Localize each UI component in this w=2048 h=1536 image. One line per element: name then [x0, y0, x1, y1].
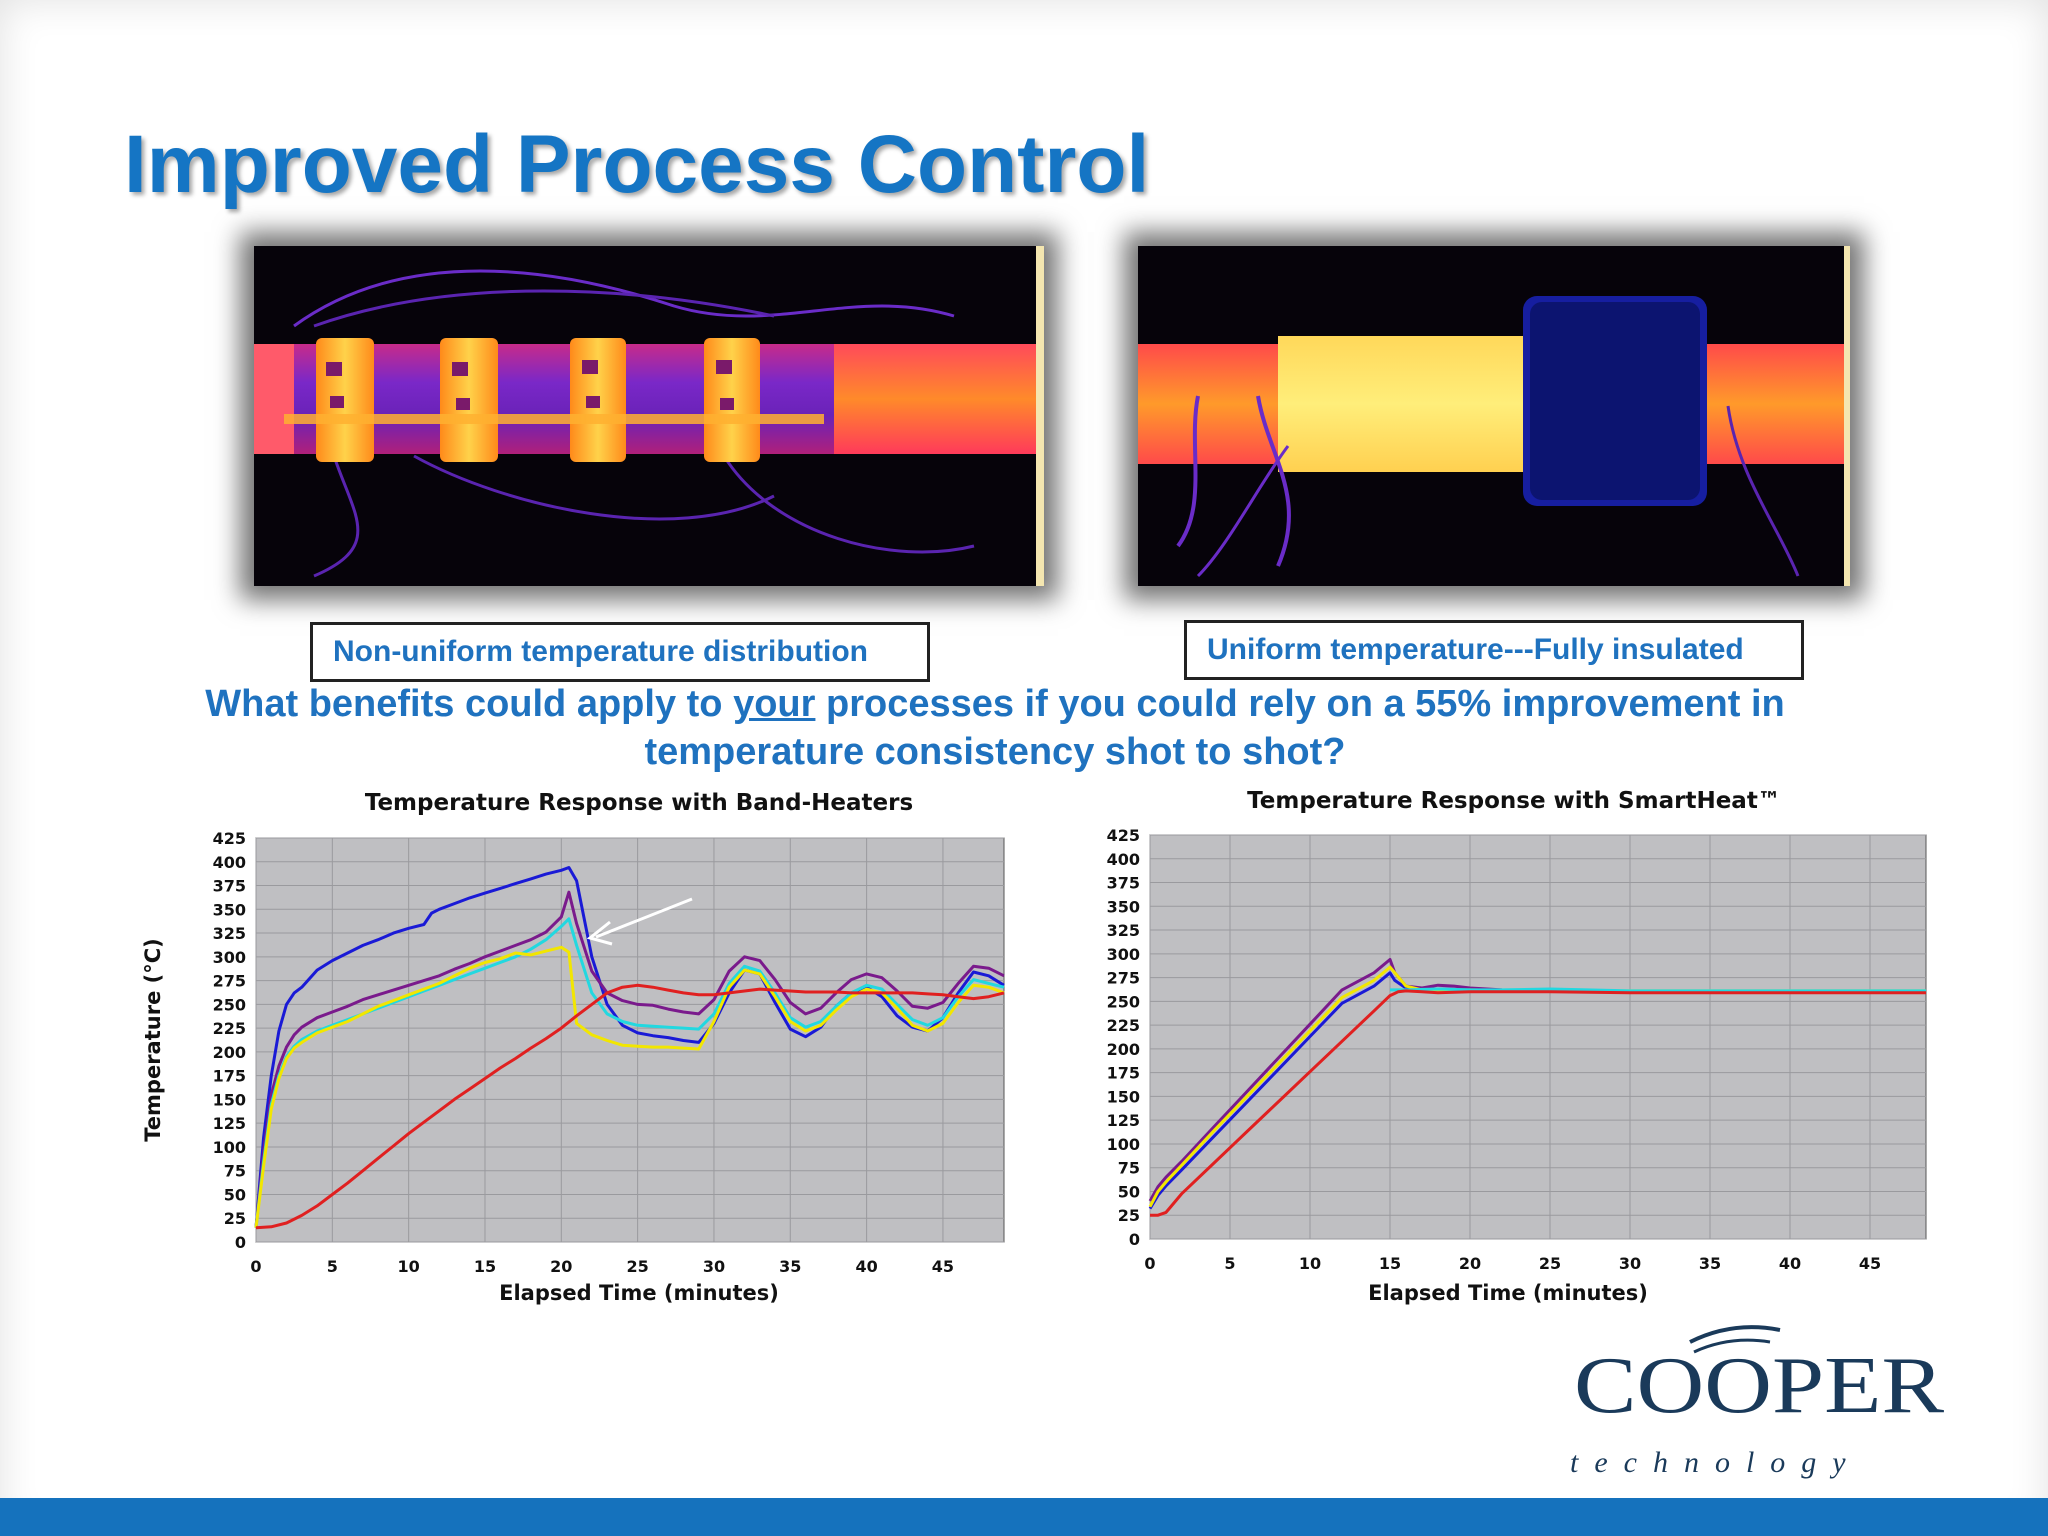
footer-bar [0, 1498, 2048, 1536]
benefit-question: What benefits could apply to your proces… [130, 680, 1860, 776]
x-tick-label: 10 [1299, 1254, 1321, 1273]
axis-ticks: 0 5 10 15 20 25 30 35 40 45 0 25 50 75 100 125 150 175 200… [1107, 826, 1882, 1273]
y-tick-label: 375 [1107, 874, 1140, 893]
y-tick-label: 25 [224, 1209, 246, 1228]
y-tick-label: 200 [1107, 1040, 1140, 1059]
slide-title: Improved Process Control [124, 119, 1150, 210]
x-tick-label: 40 [855, 1257, 877, 1276]
y-tick-label: 75 [1118, 1159, 1140, 1178]
x-axis-label: Elapsed Time (minutes) [1368, 1281, 1648, 1305]
y-tick-label: 250 [213, 995, 246, 1014]
y-tick-label: 425 [1107, 826, 1140, 845]
y-tick-label: 100 [213, 1138, 246, 1157]
series-line-5 [1150, 989, 1926, 1217]
y-tick-label: 50 [224, 1185, 246, 1204]
x-tick-label: 25 [626, 1257, 648, 1276]
y-tick-label: 75 [224, 1162, 246, 1181]
x-axis-label: Elapsed Time (minutes) [499, 1281, 779, 1305]
x-tick-label: 40 [1779, 1254, 1801, 1273]
caption-uniform: Uniform temperature---Fully insulated [1184, 620, 1804, 680]
y-tick-label: 125 [213, 1114, 246, 1133]
x-tick-label: 0 [250, 1257, 261, 1276]
x-tick-label: 20 [1459, 1254, 1481, 1273]
series-line-4 [254, 945, 1005, 1228]
y-tick-label: 0 [1129, 1230, 1140, 1249]
y-axis-label: Temperature (°C) [141, 938, 165, 1141]
question-part2: processes if you could rely on a 55% imp… [644, 683, 1785, 773]
y-tick-label: 175 [213, 1067, 246, 1086]
caption-uniform-text: Uniform temperature---Fully insulated [1207, 633, 1744, 666]
x-tick-label: 30 [703, 1257, 725, 1276]
grid-lines [1149, 834, 1926, 1240]
y-tick-label: 375 [213, 877, 246, 896]
x-tick-label: 30 [1619, 1254, 1641, 1273]
y-tick-label: 425 [213, 829, 246, 848]
y-tick-label: 400 [213, 853, 246, 872]
x-tick-label: 5 [1224, 1254, 1235, 1273]
y-tick-label: 275 [213, 972, 246, 991]
thermal-image-smartheat [1138, 246, 1850, 586]
y-tick-label: 275 [1107, 969, 1140, 988]
x-tick-label: 35 [1699, 1254, 1721, 1273]
y-tick-label: 325 [213, 924, 246, 943]
x-tick-label: 15 [1379, 1254, 1401, 1273]
y-tick-label: 0 [235, 1233, 246, 1252]
y-tick-label: 50 [1118, 1182, 1140, 1201]
y-tick-label: 225 [1107, 1016, 1140, 1035]
chart-smartheat: Temperature Response with SmartHeat™ 0 5 1… [1107, 788, 1927, 1305]
x-tick-label: 5 [327, 1257, 338, 1276]
x-tick-label: 25 [1539, 1254, 1561, 1273]
series-line-5 [255, 983, 1005, 1230]
series-group [1148, 958, 1926, 1217]
y-tick-label: 300 [213, 948, 246, 967]
y-tick-label: 250 [1107, 992, 1140, 1011]
annotation-arrow [586, 897, 693, 946]
y-tick-label: 100 [1107, 1135, 1140, 1154]
caption-non-uniform-text: Non-uniform temperature distribution [333, 635, 868, 668]
x-tick-label: 15 [474, 1257, 496, 1276]
y-tick-label: 300 [1107, 945, 1140, 964]
question-part1: What benefits could apply to [205, 683, 734, 725]
series-line-3 [254, 917, 1005, 1228]
x-tick-label: 45 [1859, 1254, 1881, 1273]
y-tick-label: 350 [1107, 897, 1140, 916]
axis-ticks: 0 5 10 15 20 25 30 35 40 45 0 25 50 75 100 125 150 175 200… [213, 829, 954, 1276]
thermal-image-band-heaters [254, 246, 1044, 586]
y-tick-label: 350 [213, 900, 246, 919]
caption-non-uniform: Non-uniform temperature distribution [310, 622, 930, 682]
y-tick-label: 25 [1118, 1206, 1140, 1225]
plot-area [255, 837, 1005, 1243]
chart-title: Temperature Response with Band-Heaters [365, 790, 913, 816]
y-tick-label: 200 [213, 1043, 246, 1062]
y-tick-label: 150 [1107, 1087, 1140, 1106]
chart-band-heaters: Temperature Response with Band-Heaters 0… [141, 790, 1005, 1305]
plot-area [1149, 834, 1927, 1240]
x-tick-label: 10 [398, 1257, 420, 1276]
chart-title: Temperature Response with SmartHeat™ [1247, 788, 1781, 814]
series-line-2 [254, 890, 1005, 1228]
cooper-technology-logo: COOPER technology [1570, 1312, 1950, 1482]
y-tick-label: 225 [213, 1019, 246, 1038]
y-tick-label: 400 [1107, 850, 1140, 869]
logo-subtitle: technology [1570, 1446, 1862, 1479]
y-tick-label: 325 [1107, 921, 1140, 940]
series-line-4 [1390, 987, 1926, 993]
x-tick-label: 0 [1144, 1254, 1155, 1273]
y-tick-label: 125 [1107, 1111, 1140, 1130]
x-tick-label: 45 [932, 1257, 954, 1276]
series-line-1 [254, 866, 1005, 1228]
question-emphasis: your [733, 683, 816, 725]
x-tick-label: 35 [779, 1257, 801, 1276]
y-tick-label: 150 [213, 1090, 246, 1109]
logo-word: COOPER [1574, 1342, 1945, 1430]
series-group [254, 866, 1005, 1230]
y-tick-label: 175 [1107, 1064, 1140, 1083]
x-tick-label: 20 [550, 1257, 572, 1276]
